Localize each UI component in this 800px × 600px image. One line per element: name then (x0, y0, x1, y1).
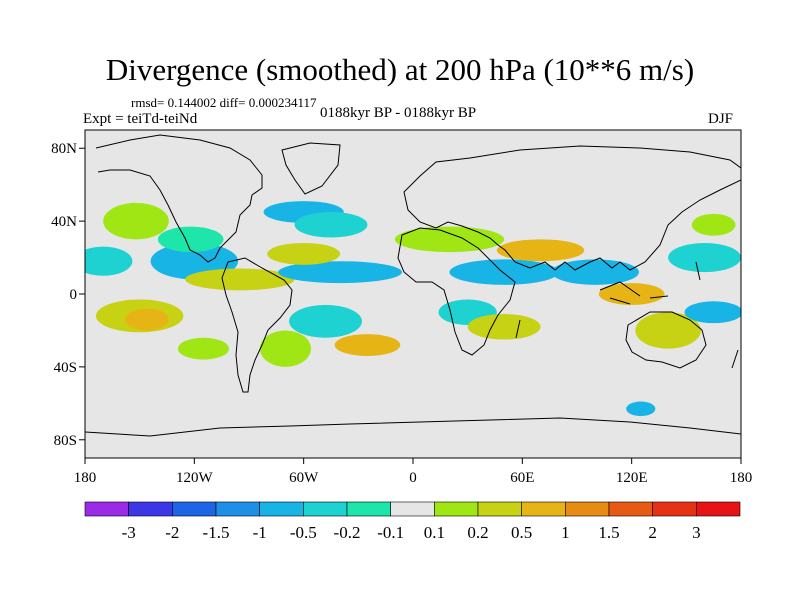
colorbar-swatch (652, 501, 697, 517)
colorbar-swatch (346, 501, 391, 517)
season-label: DJF (708, 111, 734, 127)
colorbar-swatch (608, 501, 653, 517)
field-region (394, 226, 505, 253)
colorbar-label: -0.2 (334, 523, 361, 542)
field-region (157, 226, 224, 253)
colorbar-swatch (565, 501, 610, 517)
field-region (684, 301, 741, 324)
period-label: 0188kyr BP - 0188kyr BP (320, 105, 477, 121)
colorbar-swatch (521, 501, 566, 517)
colorbar-swatch (696, 501, 741, 517)
colorbar-swatch (84, 501, 129, 517)
x-tick-label: 180 (730, 470, 753, 486)
colorbar-label: 0.2 (467, 523, 488, 542)
x-tick-label: 60W (289, 470, 319, 486)
colorbar-label: -3 (122, 523, 136, 542)
field-region (467, 314, 541, 340)
y-tick-label: 80N (51, 141, 77, 157)
coast-islands (515, 261, 739, 369)
x-tick-label: 120E (616, 470, 648, 486)
field-region (496, 239, 585, 262)
coast-north-america (95, 134, 263, 263)
field-region (289, 304, 362, 338)
divergence-field (85, 201, 741, 417)
colorbar-label: -1.5 (203, 523, 230, 542)
map-axes: 180 120W 60W 0 60E 120E 180 80N 40N 0 40S 80S (51, 141, 752, 486)
field-region (294, 212, 368, 238)
colorbar-label: -1 (253, 523, 267, 542)
coast-africa (397, 227, 516, 356)
coast-australia (625, 311, 707, 369)
colorbar-label: 3 (692, 523, 701, 542)
coastlines (85, 134, 741, 437)
colorbar-label: -0.1 (377, 523, 404, 542)
colorbar-swatch (390, 501, 435, 517)
field-region (177, 337, 229, 360)
colorbar-label: 1.5 (598, 523, 619, 542)
x-tick-label: 0 (409, 470, 417, 486)
y-tick-label: 80S (54, 433, 77, 449)
coast-greenland (281, 142, 341, 195)
colorbar-label: 0.1 (424, 523, 445, 542)
colorbar-swatch (128, 501, 173, 517)
field-region (691, 213, 736, 236)
field-region (551, 259, 639, 285)
colorbar-label: -2 (165, 523, 179, 542)
field-region (635, 312, 701, 349)
colorbar-label: 0.5 (511, 523, 532, 542)
plot-title: Divergence (smoothed) at 200 hPa (10**6 … (105, 52, 695, 87)
y-tick-label: 40S (54, 360, 77, 376)
colorbar-swatch (303, 501, 348, 517)
y-tick-label: 40N (51, 214, 77, 230)
coast-antarctica (85, 417, 741, 437)
colorbar-swatch (477, 501, 522, 517)
colorbar-swatch (434, 501, 479, 517)
field-region (125, 308, 169, 331)
field-region (103, 202, 169, 240)
y-tick-label: 0 (70, 287, 78, 303)
colorbar-label: 2 (648, 523, 657, 542)
x-tick-label: 120W (176, 470, 214, 486)
coast-south-america (221, 257, 293, 393)
field-region (259, 330, 311, 367)
field-region (449, 259, 559, 285)
field-region (85, 246, 133, 276)
field-region (626, 401, 656, 417)
coast-europe-asia (403, 145, 741, 271)
colorbar-label: 1 (561, 523, 570, 542)
colorbar-swatch (215, 501, 260, 517)
field-region (185, 268, 295, 291)
colorbar: -3 -2 -1.5 -1 -0.5 -0.2 -0.1 0.1 0.2 0.5 1 1.5 2 3 (84, 501, 741, 542)
x-tick-label: 60E (510, 470, 534, 486)
field-region (278, 261, 403, 284)
colorbar-label: -0.5 (290, 523, 317, 542)
colorbar-swatch (172, 501, 217, 517)
experiment-label: Expt = teiTd-teiNd (83, 111, 198, 127)
stats-text: rmsd= 0.144002 diff= 0.000234117 (131, 95, 317, 110)
field-region (334, 334, 401, 356)
colorbar-swatch (259, 501, 304, 517)
x-tick-label: 180 (74, 470, 97, 486)
field-region (668, 242, 741, 273)
field-region (267, 242, 341, 265)
